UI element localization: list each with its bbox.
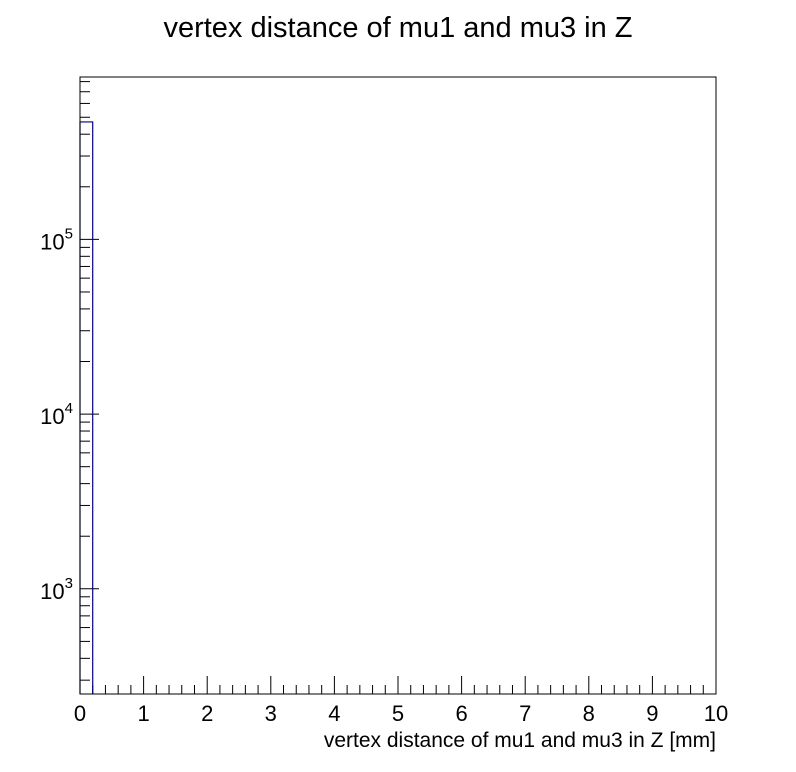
x-tick-label: 2 [201,701,213,726]
x-tick-label: 8 [583,701,595,726]
x-tick-label: 7 [519,701,531,726]
x-tick-label: 3 [265,701,277,726]
histogram-bin [79,121,94,694]
x-tick-label: 5 [392,701,404,726]
chart-title: vertex distance of mu1 and mu3 in Z [163,12,632,44]
y-tick-label: 103 [40,575,73,604]
y-axis-labels: 103 104 105 [40,225,73,603]
x-axis-title: vertex distance of mu1 and mu3 in Z [mm] [324,729,716,752]
x-axis-labels: 0 1 2 3 4 5 6 7 8 9 10 [74,701,728,726]
x-tick-label: 4 [328,701,340,726]
x-tick-label: 9 [646,701,658,726]
x-tick-label: 10 [704,701,728,726]
x-axis-ticks [79,676,717,694]
plot-frame [79,76,717,695]
y-tick-label: 105 [40,225,73,254]
histogram-bars [79,121,94,694]
y-axis-ticks [80,81,99,681]
x-tick-label: 0 [74,701,86,726]
x-tick-label: 1 [137,701,149,726]
x-tick-label: 6 [455,701,467,726]
y-tick-label: 104 [40,400,73,429]
